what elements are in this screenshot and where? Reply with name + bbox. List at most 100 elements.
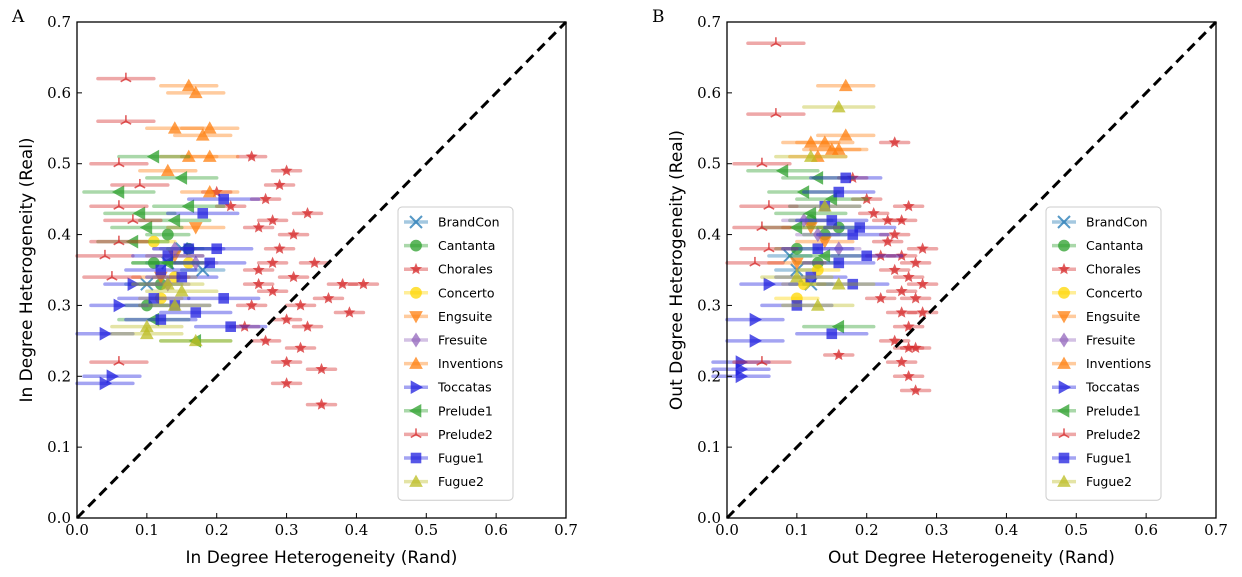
legend-marker (1058, 428, 1070, 439)
legend-item: BrandCon (404, 215, 500, 230)
data-point (881, 235, 894, 247)
series-fresuite (781, 212, 862, 257)
data-point (181, 149, 196, 162)
data-point (315, 362, 328, 375)
data-point (826, 215, 838, 226)
data-point (336, 277, 349, 290)
series-chorales (200, 150, 380, 410)
legend-marker (1057, 356, 1071, 369)
legend-label: Toccatas (437, 380, 492, 395)
y-tick-label: 0.6 (47, 84, 71, 102)
data-point (791, 300, 803, 311)
data-point (225, 321, 236, 332)
legend-item: Toccatas (404, 380, 492, 395)
data-point (181, 78, 196, 92)
series-fugue1 (117, 193, 268, 332)
data-point (916, 242, 929, 254)
data-point (266, 256, 279, 269)
legend-item: Fresuite (1052, 332, 1136, 348)
data-point (902, 370, 915, 382)
panel-a: A 0.00.00.10.10.20.20.30.30.40.40.50.50.… (11, 7, 578, 568)
data-point (113, 157, 125, 168)
data-point (148, 293, 160, 304)
series-prelude2 (75, 72, 170, 366)
legend-label: Chorales (1086, 262, 1141, 277)
legend-label: Chorales (438, 262, 493, 277)
data-point (763, 200, 775, 210)
data-point (805, 271, 817, 283)
y-tick-label: 0.3 (47, 296, 71, 314)
y-tick-label: 0.5 (47, 155, 71, 173)
legend-item: Engsuite (404, 309, 493, 324)
data-point (113, 200, 125, 210)
data-point (146, 149, 160, 164)
data-point (99, 326, 112, 341)
series-concerto (131, 235, 212, 305)
data-point (790, 263, 804, 277)
legend-marker (1059, 332, 1069, 348)
legend-label: Engsuite (1086, 309, 1141, 324)
data-point (803, 206, 817, 221)
data-point (902, 341, 915, 354)
legend-item: Chorales (1052, 262, 1141, 277)
data-point (803, 135, 818, 148)
data-point (160, 163, 175, 177)
data-point (832, 348, 845, 361)
data-point (756, 221, 768, 232)
panel-a-diagonal (75, 20, 568, 520)
data-point (127, 277, 140, 292)
data-point (775, 163, 789, 178)
data-point (895, 285, 908, 297)
data-point (155, 314, 167, 325)
legend-item: Fugue1 (1052, 451, 1132, 466)
legend-label: Toccatas (1085, 380, 1140, 395)
data-point (161, 228, 174, 241)
legend-box (397, 206, 514, 501)
legend-marker (409, 474, 423, 487)
data-point (749, 312, 762, 327)
legend-label: Prelude2 (1086, 427, 1141, 442)
data-point (810, 298, 825, 311)
data-point (888, 136, 901, 148)
data-point (308, 256, 321, 269)
data-point (218, 293, 229, 304)
legend-label: Cantanta (438, 238, 495, 253)
legend-marker (409, 356, 423, 369)
data-point (909, 291, 922, 304)
data-point (874, 249, 887, 261)
panel-a-points (75, 72, 380, 410)
series-fugue1 (760, 172, 904, 340)
legend-label: Prelude1 (1086, 403, 1141, 418)
data-point (140, 326, 154, 340)
x-tick-label: 0.7 (554, 521, 578, 539)
data-point (167, 121, 182, 134)
data-point (106, 369, 119, 384)
data-point (756, 356, 768, 366)
legend-label: Fugue2 (1086, 474, 1132, 489)
legend-label: Engsuite (438, 309, 493, 324)
panel-b-diagonal (725, 20, 1218, 520)
legend-label: Prelude2 (438, 427, 493, 442)
data-point (202, 121, 217, 134)
panel-b-points (711, 37, 939, 396)
data-point (197, 208, 209, 219)
data-point (874, 291, 887, 304)
series-fugue2 (760, 99, 876, 311)
legend-item: Cantanta (404, 238, 495, 253)
data-point (895, 306, 908, 318)
y-tick-label: 0.5 (697, 155, 721, 173)
data-point (162, 250, 174, 262)
data-point (202, 185, 217, 198)
legend-marker (1058, 452, 1070, 464)
legend-item: Cantanta (1052, 238, 1143, 253)
data-point (280, 377, 293, 389)
data-point (817, 236, 832, 249)
series-prelude1 (82, 149, 233, 348)
panel-b-x-axis-label: Out Degree Heterogeneity (Rand) (828, 548, 1115, 568)
data-point (106, 271, 118, 281)
series-fugue2 (110, 277, 233, 347)
data-point (287, 270, 300, 283)
legend-label: BrandCon (1086, 215, 1148, 230)
legend-item: Fugue2 (404, 474, 484, 489)
data-point (188, 222, 203, 235)
